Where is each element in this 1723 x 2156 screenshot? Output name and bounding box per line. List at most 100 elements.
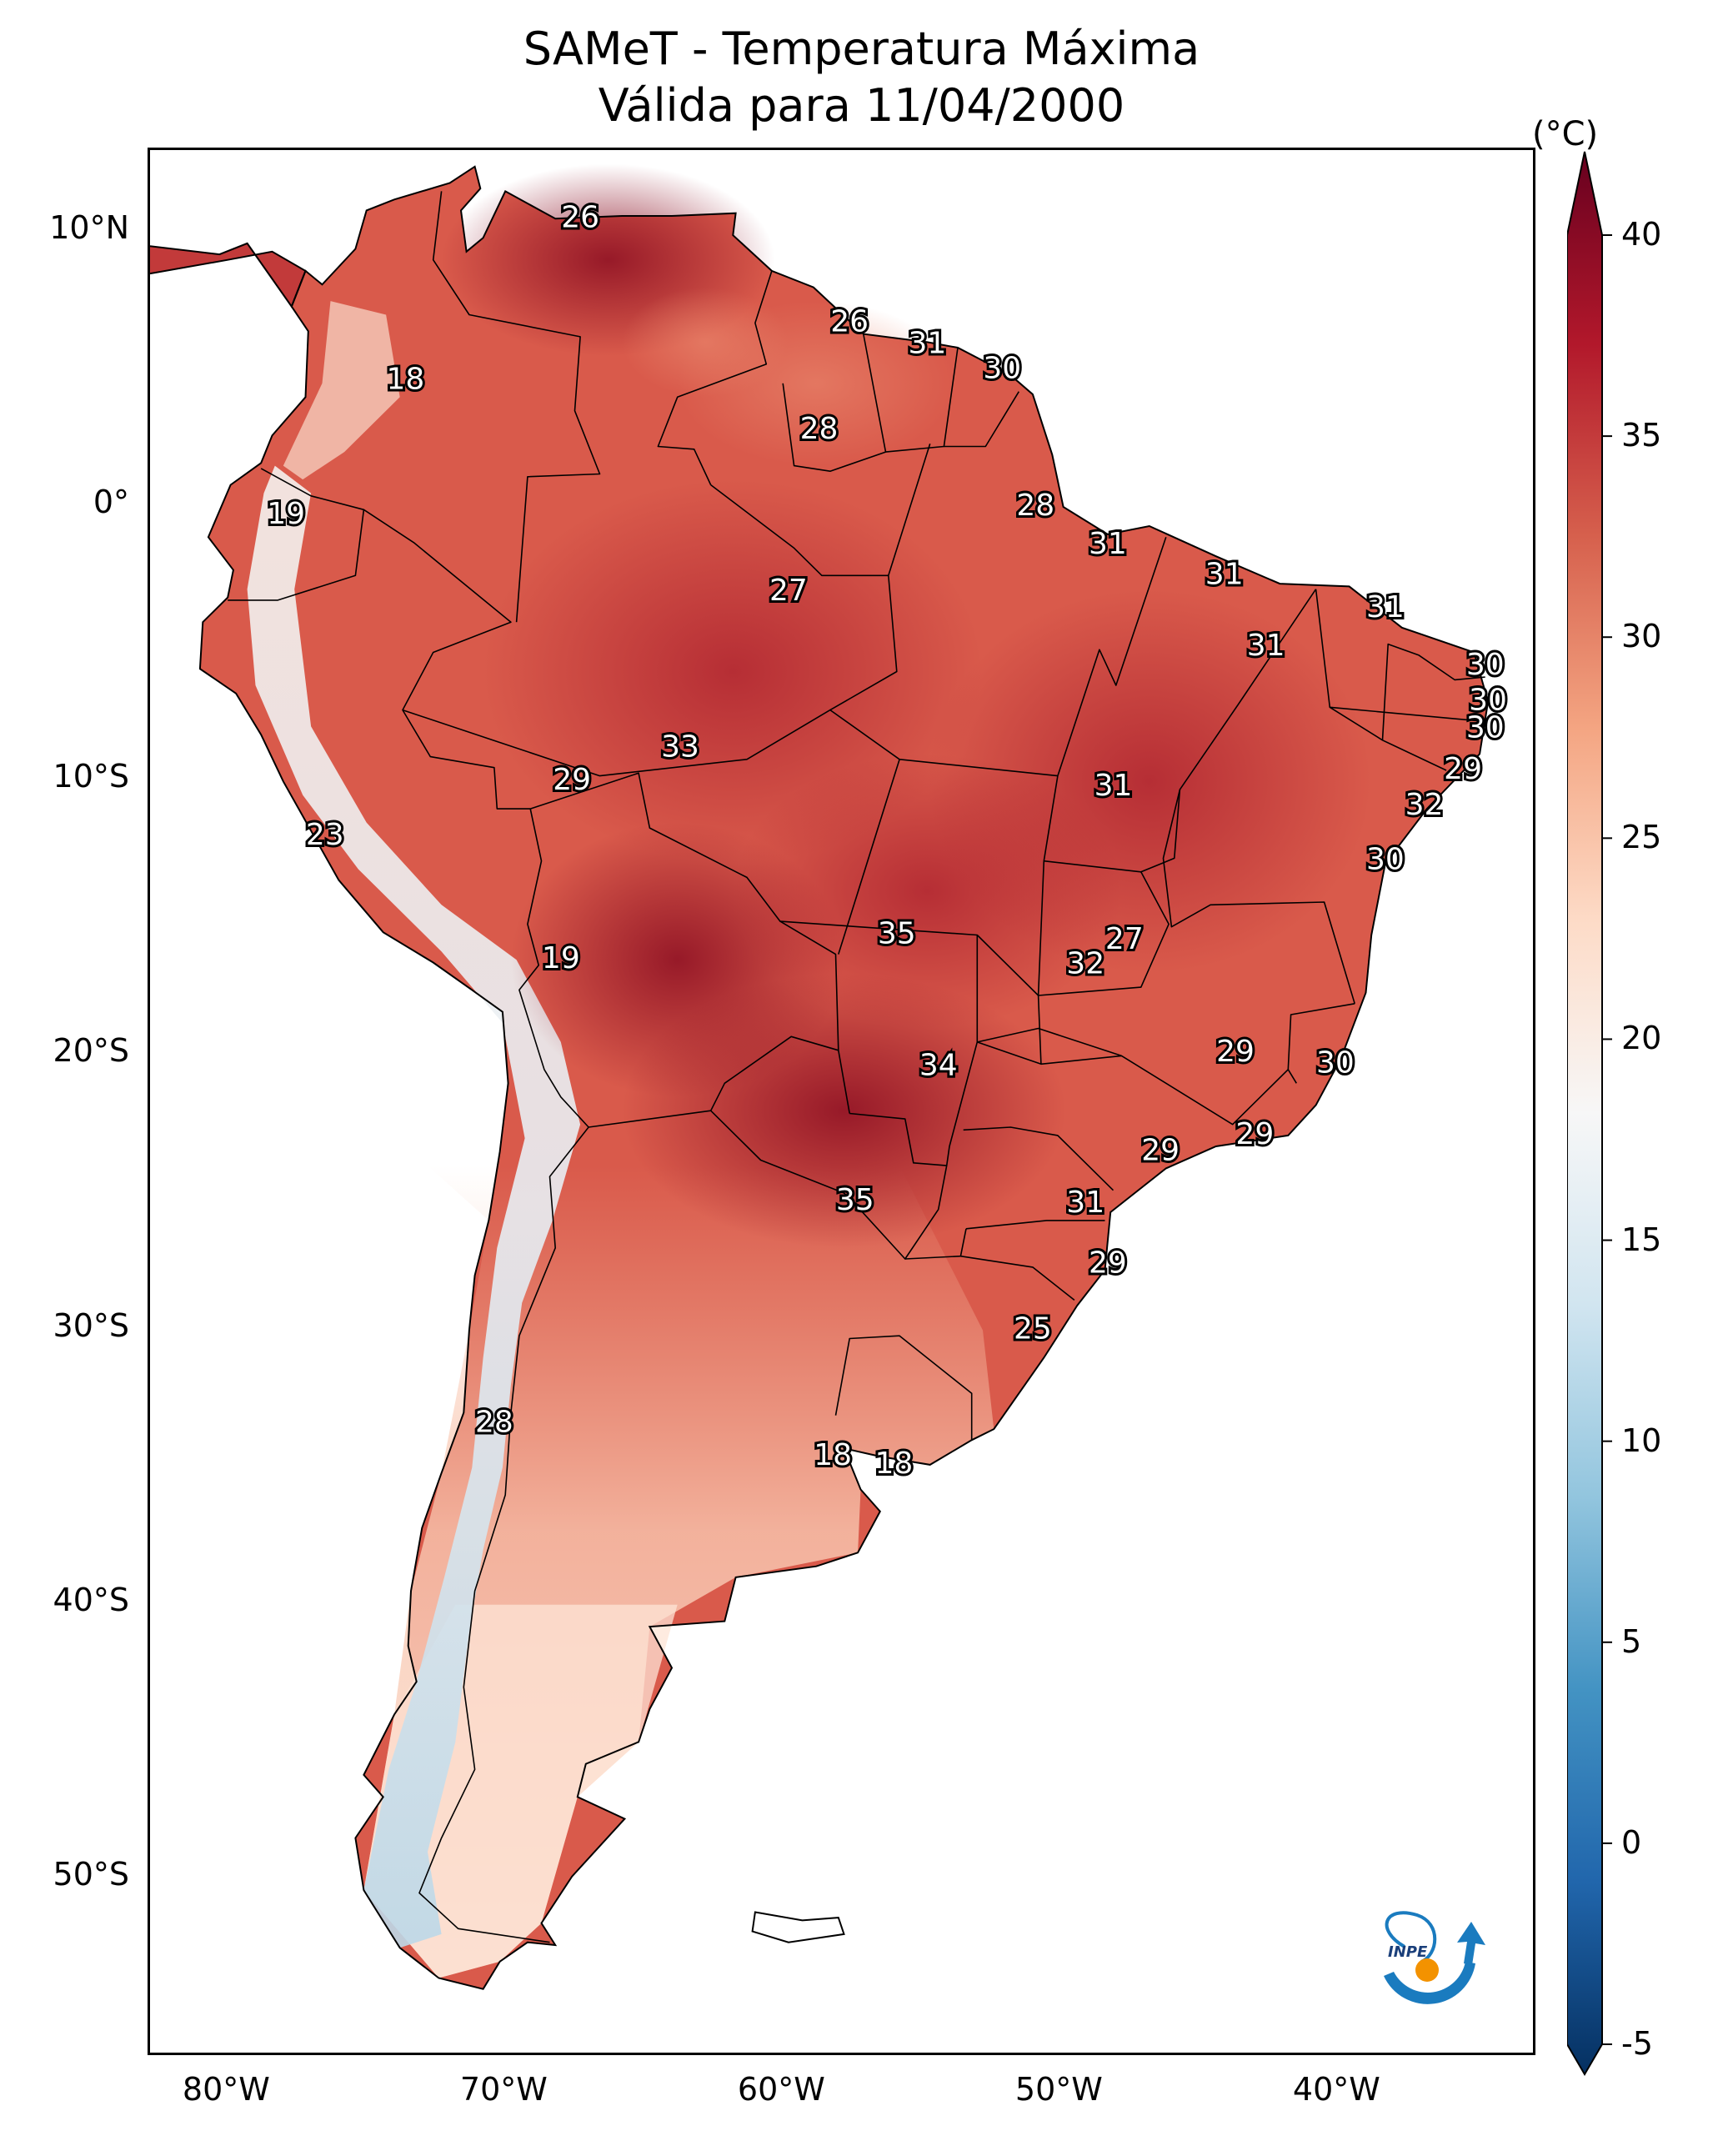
border-line <box>779 860 1045 996</box>
colorbar-tick-label: 15 <box>1621 1221 1662 1258</box>
city-temperature-label: 32 <box>1405 788 1444 822</box>
city-temperature-label: 31 <box>1066 1186 1104 1220</box>
city-temperature-label: 29 <box>1235 1117 1274 1151</box>
city-temperature-label: 28 <box>1016 489 1054 523</box>
city-temperature-label: 23 <box>306 818 344 852</box>
colorbar-tick-label: 30 <box>1621 618 1662 655</box>
city-temperature-label: 30 <box>983 351 1021 385</box>
logo-swoosh-icon <box>1384 1962 1475 2004</box>
logo-orbit-icon <box>1385 1911 1437 1963</box>
city-temperature-label: 31 <box>1247 629 1285 663</box>
city-temperature-label: 29 <box>1141 1134 1180 1168</box>
latitude-tick-label: 30°S <box>53 1306 129 1344</box>
border-line <box>1287 1069 1297 1084</box>
border-line <box>529 772 850 1114</box>
map-panel: 26 26 31 30 18 28 28 19 31 31 27 31 31 30 30 30 33 29 29 31… <box>148 148 1535 2055</box>
central-america-coastline <box>150 242 307 308</box>
city-temperature-label: 31 <box>1094 769 1133 803</box>
city-temperature-label: 29 <box>1216 1035 1255 1069</box>
city-temperature-label: 30 <box>1316 1045 1355 1080</box>
map-title-line-2: Válida para 11/04/2000 <box>598 79 1125 132</box>
border-line <box>1043 589 1317 873</box>
city-temperature-label: 26 <box>561 200 599 234</box>
border-line <box>944 391 1019 448</box>
andes-cold-band <box>247 465 581 1948</box>
city-temperature-label: 30 <box>1469 684 1507 718</box>
city-temperature-label: 31 <box>1205 557 1244 591</box>
colorbar-tick-label: 20 <box>1621 1020 1662 1057</box>
latitude-tick-label: 20°S <box>53 1032 129 1070</box>
coastline <box>198 165 1490 1990</box>
border-line <box>1037 995 1042 1065</box>
city-temperature-label: 31 <box>908 327 946 361</box>
border-line <box>402 709 1058 777</box>
logo-sun-icon <box>1415 1958 1439 1982</box>
border-line <box>1162 789 1355 1005</box>
border-line <box>960 1255 1075 1301</box>
colorbar <box>1567 151 1612 2076</box>
paraguay-hotspot <box>622 973 1066 1248</box>
border-line <box>1038 871 1170 996</box>
longitude-tick-label: 60°W <box>737 2071 825 2108</box>
city-temperature-label: 19 <box>542 941 580 975</box>
city-temperature-label: 29 <box>553 763 591 797</box>
colorbar-tick-label: 5 <box>1621 1622 1642 1660</box>
logo-text: INPE <box>1388 1943 1428 1961</box>
latitude-tick-label: 10°S <box>53 758 129 795</box>
city-temperature-label: 19 <box>267 497 305 531</box>
border-line <box>1330 706 1480 722</box>
city-temperature-label: 34 <box>919 1049 958 1083</box>
border-line <box>432 191 601 623</box>
city-temperature-label: 26 <box>830 304 869 338</box>
latitude-tick-label: 10°N <box>49 208 129 246</box>
border-line <box>588 1035 839 1128</box>
city-temperature-label: 31 <box>1089 527 1127 561</box>
border-line <box>963 1126 1114 1191</box>
colorbar-tick-label: 0 <box>1621 1823 1642 1861</box>
border-line <box>965 1220 1105 1230</box>
colorbar-gradient <box>1567 151 1603 2076</box>
inpe-logo: INPE <box>1384 1911 1485 2004</box>
border-line <box>228 468 365 601</box>
longitude-tick-label: 50°W <box>1014 2071 1103 2108</box>
border-line <box>945 1041 979 1166</box>
border-line <box>976 935 1122 1065</box>
border-line <box>710 484 898 711</box>
city-temperature-label: 27 <box>1105 922 1144 956</box>
latitude-tick-label: 50°S <box>53 1856 129 1893</box>
falkland-islands <box>751 1911 845 1943</box>
city-temperature-label: 35 <box>878 917 916 951</box>
colorbar-tick-label: 40 <box>1621 216 1662 253</box>
latitude-tick-label: 40°S <box>53 1581 129 1618</box>
central-america-landmass <box>150 243 306 307</box>
border-line <box>977 1003 1355 1126</box>
city-temperature-label: 18 <box>875 1447 914 1481</box>
city-temperature-label: 25 <box>1014 1312 1052 1346</box>
border-line <box>1315 589 1447 771</box>
city-temperature-label: 28 <box>475 1406 513 1440</box>
colorbar-tick-label: 10 <box>1621 1421 1662 1459</box>
border-line <box>782 333 887 473</box>
city-temperature-label: 33 <box>661 730 699 765</box>
border-line <box>1381 643 1485 740</box>
latitude-tick-label: 0° <box>93 483 129 520</box>
city-temperature-label: 31 <box>1366 590 1405 624</box>
temperature-field <box>150 163 1489 1989</box>
logo-arrow-icon <box>1457 1922 1485 1965</box>
city-temperature-label: 32 <box>1066 947 1104 981</box>
city-temperature-label: 29 <box>1089 1246 1127 1281</box>
country-borders <box>150 165 1490 1990</box>
border-line <box>1057 536 1167 776</box>
gran-sabana-mild-region <box>622 287 789 398</box>
border-line <box>518 808 589 1128</box>
border-line <box>838 759 900 955</box>
city-temperature-label: 18 <box>814 1438 852 1472</box>
city-temperature-label: 27 <box>769 574 808 608</box>
city-temperature-label: 29 <box>1444 752 1482 786</box>
longitude-tick-label: 70°W <box>459 2071 548 2108</box>
border-line <box>834 1335 973 1441</box>
city-temperature-label: 30 <box>1466 711 1505 745</box>
northeast-brazil-warm-region <box>927 589 1372 974</box>
